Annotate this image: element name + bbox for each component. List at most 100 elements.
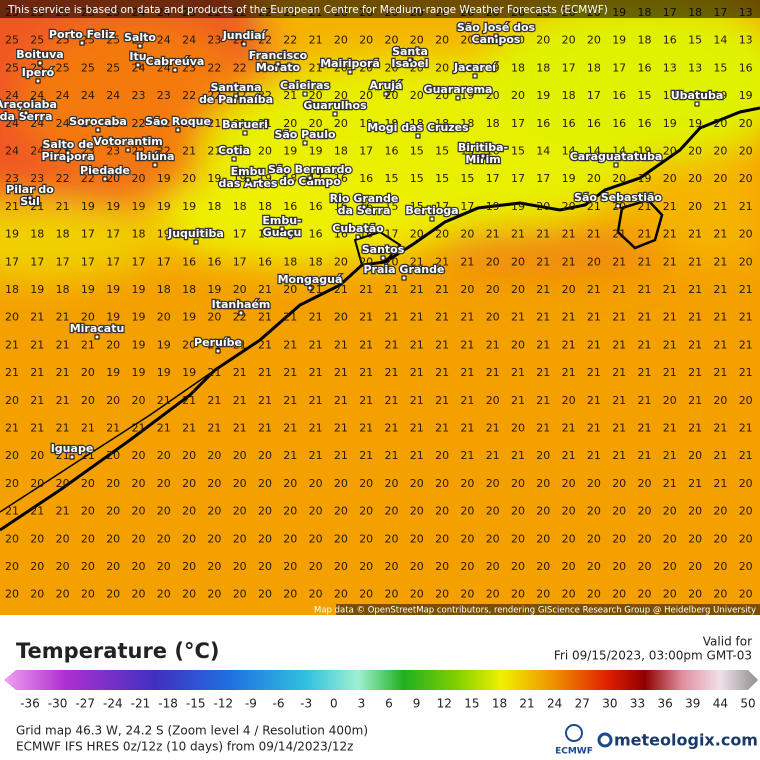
- grid-value: 23: [207, 34, 221, 47]
- attribution[interactable]: Map data © OpenStreetMap contributors, r…: [314, 606, 756, 616]
- grid-value: 21: [460, 366, 474, 379]
- legend-tick: 36: [658, 697, 673, 711]
- grid-value: 20: [207, 588, 221, 601]
- grid-value: 21: [688, 338, 702, 351]
- grid-value: 20: [157, 311, 171, 324]
- city-marker: [95, 127, 101, 133]
- grid-value: 17: [587, 89, 601, 102]
- grid-value: 21: [562, 366, 576, 379]
- grid-value: 20: [81, 588, 95, 601]
- grid-value: 21: [638, 338, 652, 351]
- grid-value: 20: [334, 505, 348, 518]
- grid-value: 21: [81, 338, 95, 351]
- grid-value: 21: [410, 422, 424, 435]
- legend-tick: 15: [464, 697, 479, 711]
- grid-value: 20: [739, 532, 753, 545]
- grid-value: 17: [258, 228, 272, 241]
- city-label: Francisco: [249, 49, 308, 62]
- grid-value: 20: [536, 560, 550, 573]
- grid-value: 20: [511, 34, 525, 47]
- brand[interactable]: meteologix.com: [614, 731, 758, 750]
- grid-value: 21: [587, 394, 601, 407]
- grid-value: 16: [638, 117, 652, 130]
- grid-value: 16: [663, 34, 677, 47]
- grid-value: 24: [5, 117, 19, 130]
- grid-value: 21: [385, 422, 399, 435]
- grid-value: 20: [157, 477, 171, 490]
- grid-value: 24: [56, 89, 70, 102]
- grid-value: 22: [157, 117, 171, 130]
- grid-value: 24: [81, 117, 95, 130]
- grid-value: 21: [688, 422, 702, 435]
- grid-value: 19: [638, 172, 652, 185]
- grid-value: 20: [207, 311, 221, 324]
- grid-value: 19: [5, 228, 19, 241]
- grid-value: 17: [106, 228, 120, 241]
- grid-value: 20: [182, 477, 196, 490]
- city-label: São José dos: [457, 21, 536, 34]
- grid-value: 19: [562, 172, 576, 185]
- city-marker: [472, 73, 478, 79]
- grid-value: 21: [233, 117, 247, 130]
- grid-value: 21: [460, 338, 474, 351]
- grid-value: 20: [207, 560, 221, 573]
- grid-value: 21: [233, 394, 247, 407]
- grid-value: 23: [30, 172, 44, 185]
- legend-tick: 21: [519, 697, 534, 711]
- grid-value: 20: [309, 505, 323, 518]
- grid-value: 20: [106, 394, 120, 407]
- grid-value: 20: [233, 505, 247, 518]
- grid-value: 20: [536, 588, 550, 601]
- grid-value: 17: [359, 145, 373, 158]
- grid-value: 22: [81, 172, 95, 185]
- grid-value: 15: [435, 145, 449, 158]
- grid-value: 21: [587, 449, 601, 462]
- city-label: Araçoiaba: [0, 98, 57, 111]
- legend-tick: -21: [131, 697, 151, 711]
- legend-tick: -24: [103, 697, 123, 711]
- grid-value: 13: [688, 61, 702, 74]
- grid-value: 21: [435, 366, 449, 379]
- grid-value: 21: [739, 449, 753, 462]
- legend-tick: -12: [214, 697, 234, 711]
- grid-value: 20: [30, 560, 44, 573]
- grid-value: 21: [562, 311, 576, 324]
- grid-value: 20: [486, 311, 500, 324]
- grid-value: 20: [460, 228, 474, 241]
- valid-time: Fri 09/15/2023, 03:00pm GMT-03: [554, 649, 752, 663]
- grid-value: 20: [106, 560, 120, 573]
- grid-value: 17: [106, 255, 120, 268]
- grid-value: 20: [359, 477, 373, 490]
- grid-value: 20: [663, 172, 677, 185]
- grid-value: 20: [207, 449, 221, 462]
- legend-tick: -30: [48, 697, 68, 711]
- grid-value: 20: [283, 560, 297, 573]
- grid-value: 20: [132, 560, 146, 573]
- legend-tick: 6: [385, 697, 393, 711]
- grid-value: 21: [56, 366, 70, 379]
- grid-value: 17: [385, 228, 399, 241]
- grid-value: 20: [511, 588, 525, 601]
- grid-value: 20: [460, 34, 474, 47]
- grid-value: 19: [207, 283, 221, 296]
- grid-value: 21: [638, 255, 652, 268]
- city-label: Itu: [129, 50, 146, 63]
- grid-value: 21: [663, 255, 677, 268]
- city-marker: [172, 67, 178, 73]
- city-marker: [401, 275, 407, 281]
- grid-value: 19: [460, 89, 474, 102]
- grid-value: 20: [258, 449, 272, 462]
- grid-value: 20: [663, 560, 677, 573]
- grid-value: 15: [385, 172, 399, 185]
- city-marker: [613, 162, 619, 168]
- grid-value: 19: [511, 200, 525, 213]
- grid-value: 21: [283, 89, 297, 102]
- grid-value: 21: [385, 283, 399, 296]
- city-marker: [380, 255, 386, 261]
- grid-value: 20: [5, 394, 19, 407]
- grid-value: 18: [587, 61, 601, 74]
- city-marker: [615, 203, 621, 209]
- city-label: Cubatão: [332, 222, 384, 235]
- grid-value: 21: [435, 422, 449, 435]
